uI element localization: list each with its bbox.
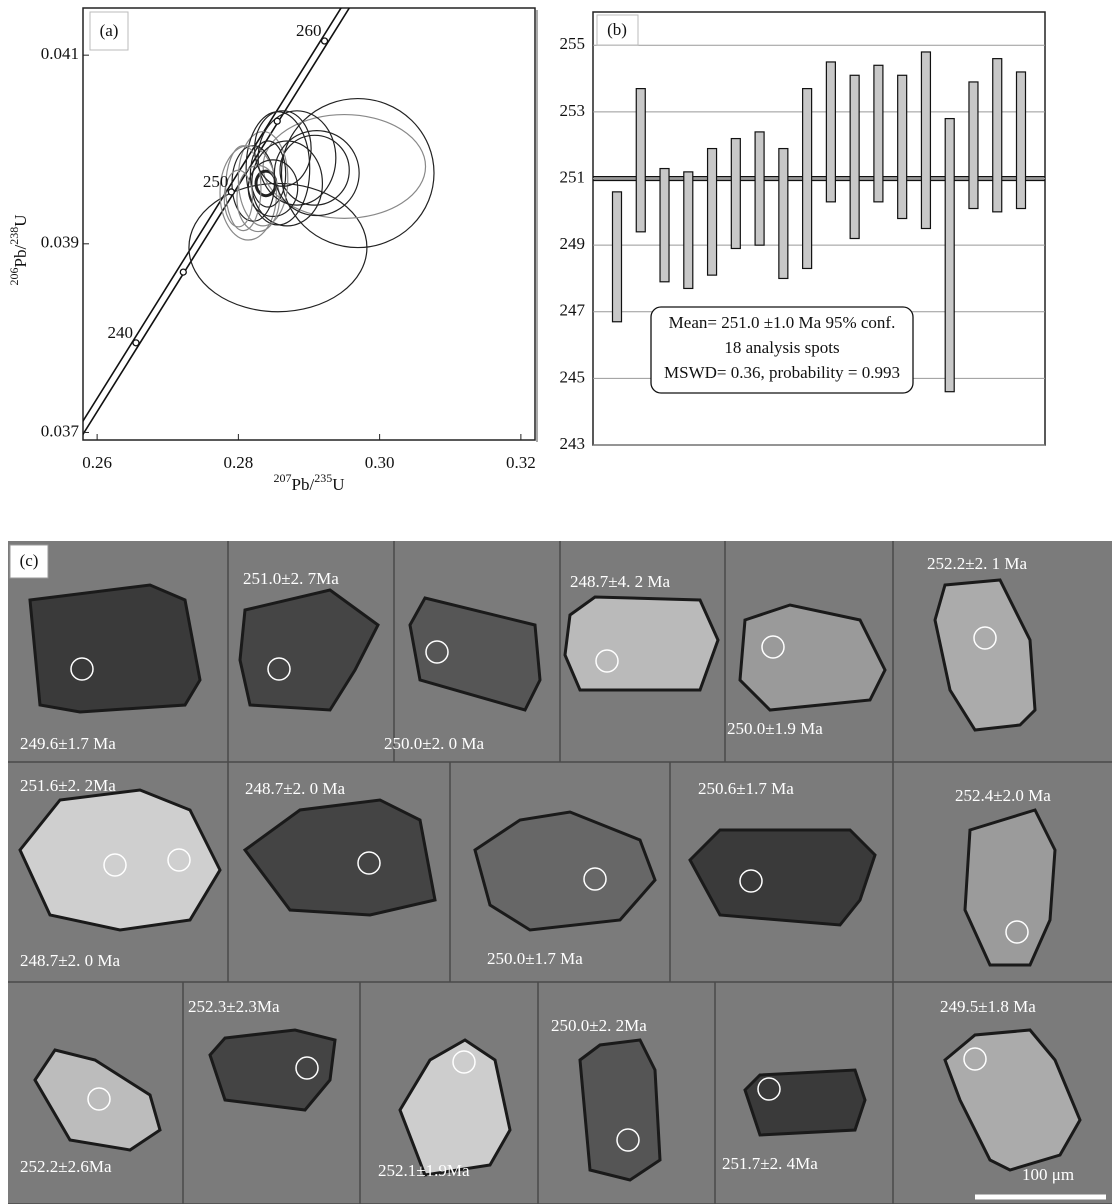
y-tick-label: 255 [560,34,586,53]
age-label: 252.4±2.0 Ma [955,786,1051,805]
age-bar [1017,72,1026,209]
age-bar [613,192,622,322]
age-label: 250.0±2. 2Ma [551,1016,647,1035]
age-bar [874,65,883,202]
y-tick-label: 0.037 [41,421,80,440]
age-label: 252.1±1.9Ma [378,1161,470,1180]
y-tick-label: 245 [560,367,586,386]
age-label: 249.6±1.7 Ma [20,734,116,753]
age-bar [636,89,645,232]
axis-label-superscript: 207 [274,471,292,485]
zircon-grain [30,585,200,712]
y-tick-label: 243 [560,434,586,453]
age-label: 251.7±2. 4Ma [722,1154,818,1173]
age-label: 252.2±2. 1 Ma [927,554,1027,573]
y-tick-label: 0.039 [41,233,79,252]
annotation-line: Mean= 251.0 ±1.0 Ma 95% conf. [669,313,896,332]
zircon-grain [690,830,875,925]
age-label: 252.2±2.6Ma [20,1157,112,1176]
panel-label: (b) [607,20,627,39]
axis-label: 206Pb/238U [7,215,30,286]
zircon-grain [565,597,718,690]
x-tick-label: 0.32 [506,453,536,472]
annotation-line: MSWD= 0.36, probability = 0.993 [664,363,900,382]
age-label: 248.7±4. 2 Ma [570,572,670,591]
age-label: 250.0±2. 0 Ma [384,734,484,753]
age-marker [274,118,280,124]
age-label: 250.0±1.7 Ma [487,949,583,968]
y-tick-label: 249 [560,234,586,253]
age-bar [898,75,907,218]
y-tick-label: 253 [560,101,586,120]
age-marker [180,269,186,275]
scale-bar-label: 100 μm [1022,1165,1074,1184]
zircon-grain [580,1040,660,1180]
x-tick-label: 0.28 [224,453,254,472]
age-bar [684,172,693,289]
x-tick-label: 0.30 [365,453,395,472]
age-label: 250.6±1.7 Ma [698,779,794,798]
age-bar [803,89,812,269]
y-tick-label: 247 [560,301,586,320]
age-marker [228,189,234,195]
age-bar [708,149,717,276]
age-bar [826,62,835,202]
age-bar [660,169,669,282]
age-bar [921,52,930,229]
age-label: 248.7±2. 0 Ma [20,951,120,970]
axis-label-superscript: 206 [7,267,21,285]
age-bar [993,59,1002,212]
axis-label-part: Pb/ [292,475,315,494]
y-tick-label: 0.041 [41,44,79,63]
x-tick-label: 0.26 [82,453,112,472]
age-label: 251.6±2. 2Ma [20,776,116,795]
age-label: 250.0±1.9 Ma [727,719,823,738]
zircon-grain [210,1030,335,1110]
age-bar [779,149,788,279]
age-label: 250 [203,172,229,191]
annotation-line: 18 analysis spots [724,338,839,357]
age-bar [850,75,859,238]
age-bar [969,82,978,209]
age-bar [731,139,740,249]
y-tick-label: 251 [560,167,586,186]
age-bar [945,119,954,392]
zircon-grain [965,810,1055,965]
panel-label: (a) [100,21,119,40]
age-label: 249.5±1.8 Ma [940,997,1036,1016]
age-label: 248.7±2. 0 Ma [245,779,345,798]
axis-label-part: Pb/ [11,245,30,268]
age-label: 240 [107,323,133,342]
age-label: 252.3±2.3Ma [188,997,280,1016]
figure: 0.260.280.300.320.0370.0390.041207Pb/235… [0,0,1112,1204]
panel-label: (c) [20,551,39,570]
age-label: 251.0±2. 7Ma [243,569,339,588]
axis-label-superscript: 238 [7,227,21,245]
axis-label-part: U [332,475,344,494]
age-marker [133,340,139,346]
axis-label-superscript: 235 [314,471,332,485]
age-marker [322,38,328,44]
age-bar [755,132,764,245]
axis-label: 207Pb/235U [274,471,345,494]
axis-label-part: U [11,215,30,227]
age-label: 260 [296,21,322,40]
